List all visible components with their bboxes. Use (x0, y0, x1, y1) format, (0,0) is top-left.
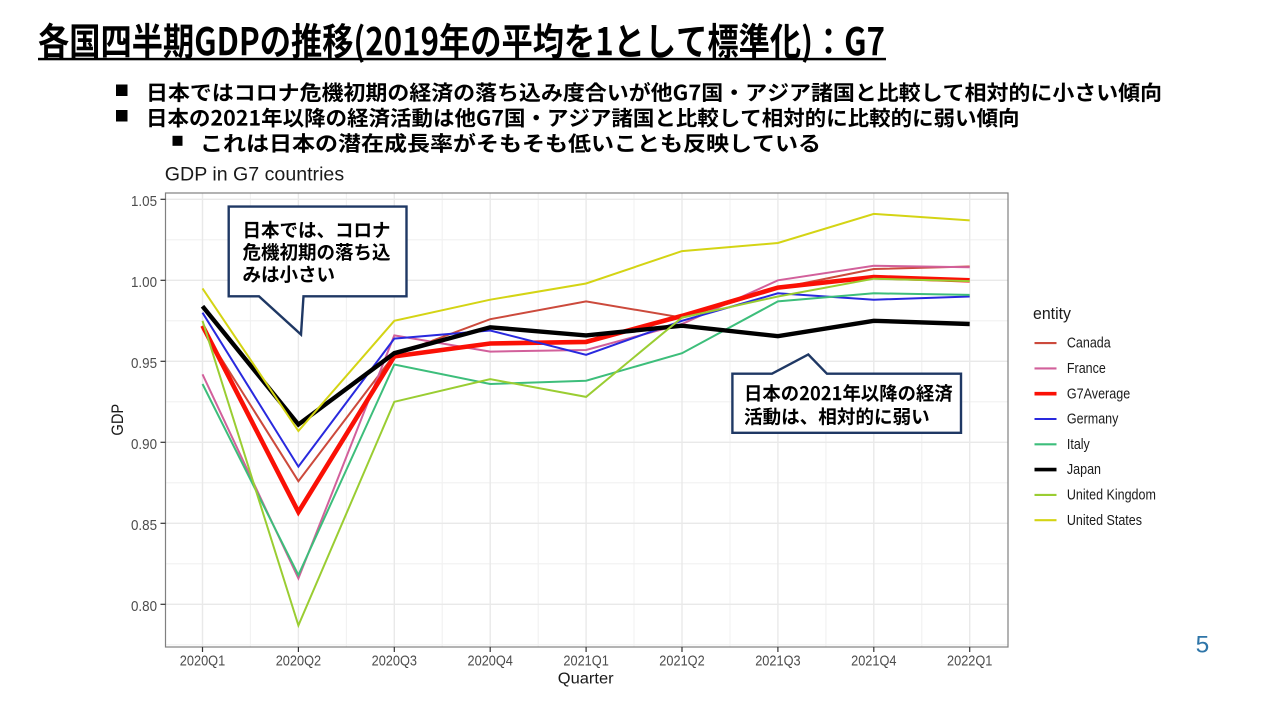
svg-text:2020Q3: 2020Q3 (372, 652, 417, 669)
svg-text:United Kingdom: United Kingdom (1067, 488, 1156, 504)
svg-text:GDP in G7 countries: GDP in G7 countries (165, 163, 345, 185)
svg-text:0.90: 0.90 (131, 437, 157, 453)
svg-text:United States: United States (1067, 513, 1142, 529)
svg-text:G7Average: G7Average (1067, 386, 1130, 402)
svg-text:2022Q1: 2022Q1 (947, 652, 992, 669)
svg-text:Canada: Canada (1067, 336, 1111, 352)
svg-text:Germany: Germany (1067, 412, 1119, 428)
svg-text:2021Q4: 2021Q4 (851, 652, 896, 669)
svg-text:entity: entity (1033, 305, 1072, 323)
svg-text:2021Q2: 2021Q2 (659, 652, 704, 669)
svg-text:0.85: 0.85 (131, 518, 157, 534)
svg-text:Italy: Italy (1067, 437, 1091, 453)
svg-text:5: 5 (1196, 632, 1210, 659)
svg-text:2021Q1: 2021Q1 (563, 652, 608, 669)
svg-text:1.05: 1.05 (131, 194, 157, 210)
svg-text:0.95: 0.95 (131, 356, 157, 372)
svg-text:Quarter: Quarter (558, 670, 614, 687)
svg-text:France: France (1067, 361, 1106, 377)
svg-text:2020Q1: 2020Q1 (180, 652, 225, 669)
svg-text:Japan: Japan (1067, 462, 1101, 478)
svg-text:0.80: 0.80 (131, 599, 157, 615)
svg-text:GDP: GDP (108, 404, 127, 436)
svg-text:1.00: 1.00 (131, 275, 157, 291)
svg-text:2021Q3: 2021Q3 (755, 652, 800, 669)
svg-text:2020Q2: 2020Q2 (276, 652, 321, 669)
svg-text:2020Q4: 2020Q4 (468, 652, 513, 669)
